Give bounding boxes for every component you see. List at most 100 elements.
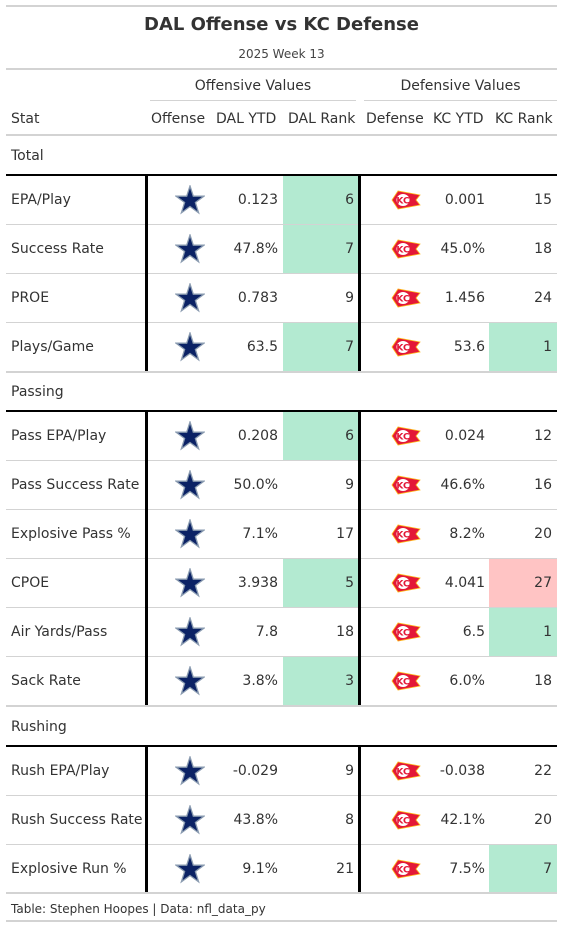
chiefs-arrowhead-icon: KC [391,810,421,830]
stat-name: Pass EPA/Play [11,428,107,444]
kc-ytd-value: 46.6% [440,477,485,493]
footer-rule [6,920,557,922]
chiefs-arrowhead-icon: KC [391,426,421,446]
row-divider [6,460,557,461]
kc-ytd-value: 45.0% [440,241,485,257]
dal-rank-value: 9 [345,290,354,306]
svg-text:KC: KC [396,433,410,443]
table-title: DAL Offense vs KC Defense [144,14,419,35]
column-header-kc-rank: KC Rank [495,111,553,127]
stat-name: EPA/Play [11,192,71,208]
cowboys-star-icon [175,854,205,884]
kc-ytd-value: 6.5 [462,624,485,640]
svg-text:KC: KC [396,344,410,354]
dal-rank-value: 5 [345,575,354,591]
cowboys-star-icon [175,470,205,500]
row-divider [6,509,557,510]
table-row: Explosive Run % 9.1% 21 KC 7.5% 7 [6,845,557,894]
spanner-defensive-values: Defensive Values [400,78,521,94]
group-end-rule [6,705,557,707]
cowboys-star-icon [175,805,205,835]
svg-text:KC: KC [396,197,410,207]
row-divider [6,844,557,845]
row-group-rule [6,174,557,176]
kc-ytd-value: 0.024 [444,428,485,444]
dal-rank-highlight [283,412,358,460]
kc-rank-value: 18 [534,241,552,257]
table-row: CPOE 3.938 5 KC 4.041 27 [6,559,557,608]
table-row: Pass Success Rate 50.0% 9 KC 46.6% 16 [6,461,557,510]
chiefs-arrowhead-icon: KC [391,288,421,308]
row-group-label: Total [11,148,44,164]
svg-text:KC: KC [396,629,410,639]
table-row: Rush Success Rate 43.8% 8 KC 42.1% 20 [6,796,557,845]
stat-name: Sack Rate [11,673,81,689]
svg-text:KC: KC [396,580,410,590]
kc-ytd-value: -0.038 [439,763,485,779]
row-divider [6,273,557,274]
stat-name: Explosive Pass % [11,526,131,542]
table-row: PROE 0.783 9 KC 1.456 24 [6,274,557,323]
svg-text:KC: KC [396,817,410,827]
stat-name: Success Rate [11,241,104,257]
dal-rank-value: 18 [336,624,354,640]
cowboys-star-icon [175,519,205,549]
dal-ytd-value: 3.938 [237,575,278,591]
dal-ytd-value: 43.8% [233,812,278,828]
offense-column-border [145,745,148,894]
chiefs-arrowhead-icon: KC [391,622,421,642]
row-group-label: Rushing [11,719,67,735]
kc-rank-highlight [489,608,557,656]
chiefs-arrowhead-icon: KC [391,573,421,593]
cowboys-star-icon [175,234,205,264]
dal-rank-value: 7 [345,241,354,257]
dal-ytd-value: 63.5 [246,339,278,355]
column-header-stat: Stat [11,111,40,127]
kc-rank-value: 27 [534,575,552,591]
kc-ytd-value: 4.041 [444,575,485,591]
svg-text:KC: KC [396,531,410,541]
dal-rank-value: 9 [345,477,354,493]
dal-ytd-value: 50.0% [233,477,278,493]
source-note: Table: Stephen Hoopes | Data: nfl_data_p… [11,902,266,916]
stat-name: Plays/Game [11,339,94,355]
chiefs-arrowhead-icon: KC [391,859,421,879]
row-divider [6,224,557,225]
kc-rank-value: 1 [543,339,552,355]
header-rule [6,68,557,70]
table-row: Pass EPA/Play 0.208 6 KC 0.024 12 [6,412,557,461]
dal-rank-value: 6 [345,192,354,208]
kc-ytd-value: 1.456 [444,290,485,306]
cowboys-star-icon [175,185,205,215]
chiefs-arrowhead-icon: KC [391,337,421,357]
chiefs-arrowhead-icon: KC [391,475,421,495]
table-subtitle: 2025 Week 13 [238,47,325,61]
dal-rank-value: 6 [345,428,354,444]
dal-ytd-value: 7.1% [242,526,278,542]
column-header-dal-rank: DAL Rank [288,111,356,127]
row-divider [6,795,557,796]
table-row: Sack Rate 3.8% 3 KC 6.0% 18 [6,657,557,706]
column-header-offense: Offense [151,111,206,127]
dal-ytd-value: -0.029 [232,763,278,779]
svg-text:KC: KC [396,246,410,256]
kc-ytd-value: 6.0% [449,673,485,689]
cowboys-star-icon [175,666,205,696]
kc-rank-value: 18 [534,673,552,689]
kc-rank-value: 15 [534,192,552,208]
column-header-kc-ytd: KC YTD [433,111,484,127]
dal-rank-value: 17 [336,526,354,542]
offense-column-border [145,174,148,372]
dal-rank-highlight [283,176,358,224]
kc-rank-value: 24 [534,290,552,306]
dal-ytd-value: 0.208 [237,428,278,444]
bottom-rule [6,892,557,894]
row-group-label: Passing [11,384,64,400]
column-header-dal-ytd: DAL YTD [216,111,277,127]
stat-name: Explosive Run % [11,861,127,877]
table-row: Plays/Game 63.5 7 KC 53.6 1 [6,323,557,372]
stat-name: Rush Success Rate [11,812,143,828]
column-header-rule [6,134,557,136]
cowboys-star-icon [175,617,205,647]
dal-rank-highlight [283,559,358,607]
